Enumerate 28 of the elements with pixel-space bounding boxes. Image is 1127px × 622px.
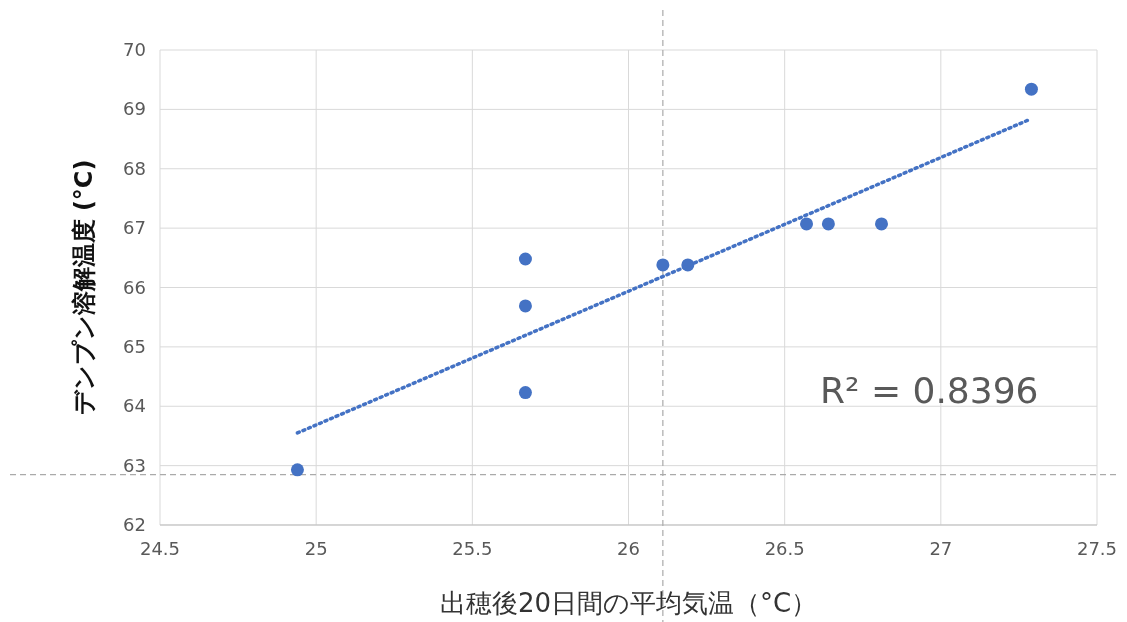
y-tick-label: 70 [123, 39, 146, 60]
y-axis-title: デンプン溶解温度 (°C) [70, 159, 98, 416]
y-tick-label: 62 [123, 514, 146, 535]
y-tick-label: 63 [123, 454, 146, 476]
x-tick-label: 24.5 [139, 538, 181, 559]
annotation: R² = 0.8396 [820, 370, 1039, 411]
y-tick-label: 68 [123, 157, 146, 179]
y-tick-label: 64 [123, 395, 146, 417]
point [1024, 82, 1038, 96]
x-tick-label: 25.5 [452, 538, 493, 559]
point [518, 299, 532, 313]
point [874, 217, 888, 231]
point [821, 217, 835, 231]
point [800, 217, 814, 231]
point [518, 386, 532, 400]
point [518, 252, 532, 266]
x-tick-label: 27 [929, 538, 953, 559]
y-tick-label: 69 [123, 98, 146, 120]
x-tick-label: 26.5 [764, 538, 805, 559]
point [290, 463, 304, 477]
y-tick-label: 65 [123, 335, 146, 357]
x-tick-label: 27.5 [1076, 538, 1118, 559]
point [656, 258, 670, 272]
x-tick-label: 25 [304, 538, 328, 559]
x-axis-title: 出穂後20日間の平均気温（°C） [439, 588, 818, 618]
x-tick-label: 26 [617, 538, 640, 559]
y-tick-label: 66 [123, 276, 146, 298]
y-tick-label: 67 [123, 217, 146, 239]
